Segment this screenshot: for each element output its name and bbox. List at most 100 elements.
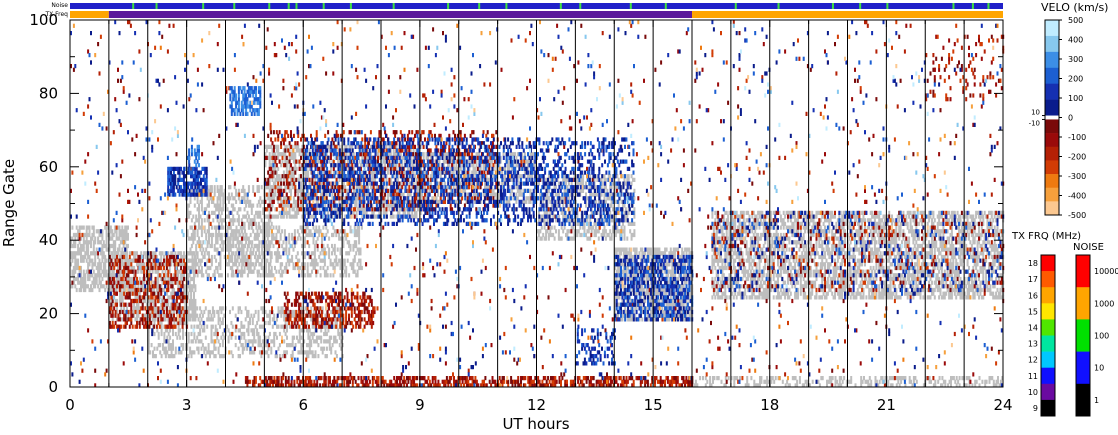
data-cell (338, 144, 341, 149)
data-cell (157, 262, 160, 267)
data-cell (198, 221, 200, 226)
data-cell (392, 159, 395, 164)
data-cell (589, 218, 592, 223)
data-cell (404, 159, 407, 164)
data-cell (291, 144, 294, 149)
data-cell (438, 159, 441, 164)
data-cell (332, 170, 335, 175)
data-cell (74, 254, 77, 260)
data-cell (170, 251, 173, 256)
data-cell (120, 254, 123, 260)
data-cell (237, 214, 240, 219)
data-cell (161, 298, 164, 304)
data-cell (150, 313, 153, 318)
data-cell (294, 203, 297, 208)
data-cell (257, 210, 260, 215)
data-cell (385, 144, 388, 149)
data-cell (120, 295, 123, 300)
data-cell (267, 269, 270, 274)
data-cell (609, 210, 612, 215)
data-cell (298, 152, 301, 157)
data-cell (188, 287, 191, 293)
data-cell (243, 207, 246, 212)
data-cell (91, 258, 94, 263)
data-cell (219, 207, 222, 212)
data-cell (111, 229, 114, 234)
data-cell (161, 287, 164, 293)
data-cell (88, 273, 91, 278)
data-cell (669, 295, 672, 300)
data-cell (133, 254, 136, 260)
data-cell (92, 229, 95, 234)
data-cell (270, 144, 273, 149)
data-cell (404, 181, 407, 186)
data-cell (208, 218, 210, 223)
data-cell (320, 192, 322, 197)
data-cell (545, 177, 548, 182)
data-cell (384, 159, 387, 164)
data-cell (164, 302, 167, 307)
data-cell (203, 251, 206, 256)
noise-bar-mark (202, 3, 205, 9)
data-cell (153, 265, 156, 271)
data-cell (85, 229, 88, 234)
data-cell (122, 229, 125, 234)
data-cell (200, 221, 203, 226)
data-cell (141, 262, 144, 267)
data-cell (275, 170, 278, 175)
data-cell (160, 258, 163, 263)
data-cell (543, 218, 546, 223)
data-cell (264, 144, 267, 149)
data-cell (529, 188, 532, 193)
data-cell (141, 276, 144, 282)
data-cell (412, 163, 415, 168)
data-cell (250, 221, 253, 226)
data-cell (278, 174, 281, 179)
data-cell (92, 280, 95, 285)
data-cell (304, 170, 307, 175)
data-cell (71, 254, 74, 260)
data-cell (155, 269, 158, 274)
data-cell (118, 232, 121, 238)
data-cell (288, 210, 291, 215)
data-cell (104, 273, 107, 278)
data-cell (268, 188, 271, 193)
data-cell (320, 163, 322, 168)
data-cell (582, 174, 585, 179)
data-cell (228, 199, 230, 204)
data-cell (183, 287, 185, 293)
data-cell (192, 251, 195, 256)
data-cell (448, 163, 451, 168)
data-cell (292, 185, 295, 190)
data-cell (138, 291, 141, 296)
data-cell (479, 166, 482, 171)
data-cell (70, 284, 72, 289)
data-cell (290, 192, 292, 197)
data-cell (199, 269, 202, 274)
data-cell (342, 148, 345, 153)
data-cell (610, 236, 613, 241)
data-cell (402, 170, 405, 175)
data-cell (339, 170, 342, 175)
data-cell (232, 218, 235, 223)
data-cell (143, 313, 146, 318)
data-cell (200, 196, 203, 201)
data-cell (202, 273, 205, 278)
data-cell (138, 262, 141, 267)
data-cell (292, 152, 295, 157)
data-cell (193, 232, 196, 238)
data-cell (82, 273, 85, 278)
data-cell (271, 196, 274, 201)
data-cell (239, 199, 242, 204)
noise-status-bar (70, 3, 1003, 9)
data-cell (138, 276, 141, 282)
data-cell (624, 207, 627, 212)
data-cell (92, 251, 95, 256)
data-cell (371, 185, 374, 190)
data-cell (596, 218, 599, 223)
data-cell (200, 199, 203, 204)
data-cell (375, 159, 378, 164)
data-cell (151, 254, 154, 260)
data-cell (178, 317, 181, 322)
data-cell (552, 232, 555, 238)
